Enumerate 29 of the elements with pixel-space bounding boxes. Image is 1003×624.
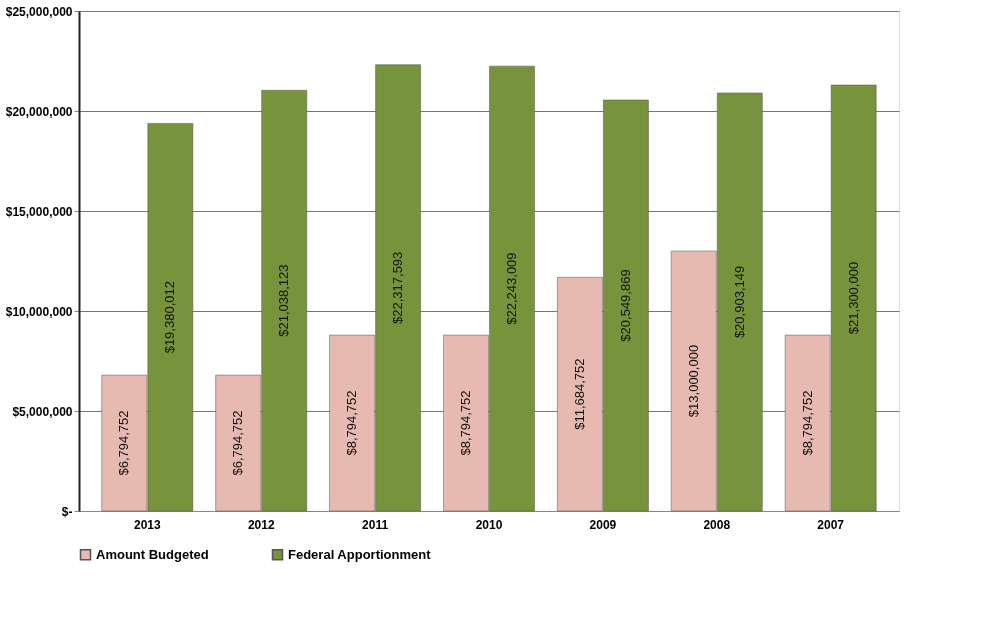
data-label: $8,794,752 — [457, 390, 473, 456]
y-tick-label: $5,000,000 — [12, 404, 73, 419]
data-label: $19,380,012 — [162, 281, 178, 354]
data-label: $6,794,752 — [230, 410, 246, 476]
x-tick-label: 2009 — [589, 517, 617, 532]
legend-label: Federal Apportionment — [288, 546, 432, 562]
x-tick-label: 2011 — [362, 517, 389, 532]
data-label: $20,549,869 — [617, 269, 633, 342]
x-tick-label: 2008 — [703, 517, 731, 532]
data-label: $6,794,752 — [116, 410, 132, 476]
data-label: $8,794,752 — [799, 390, 815, 456]
data-label: $11,684,752 — [571, 358, 587, 430]
x-tick-label: 2010 — [475, 517, 503, 532]
data-label: $22,243,009 — [504, 252, 520, 325]
data-label: $13,000,000 — [685, 344, 701, 418]
data-label: $21,038,123 — [276, 264, 292, 337]
data-label: $20,903,149 — [731, 265, 747, 339]
data-label: $22,317,593 — [390, 251, 406, 324]
y-tick-label: $10,000,000 — [5, 304, 73, 319]
data-label: $8,794,752 — [344, 390, 360, 456]
y-tick-label: $25,000,000 — [5, 4, 73, 19]
x-tick-label: 2013 — [133, 517, 161, 532]
data-label: $21,300,000 — [845, 261, 861, 335]
x-tick-label: 2007 — [817, 517, 845, 532]
x-tick-label: 2012 — [247, 517, 275, 532]
y-tick-label: $20,000,000 — [5, 104, 73, 119]
y-tick-label: $15,000,000 — [5, 204, 73, 219]
legend-label: Amount Budgeted — [96, 546, 209, 562]
y-tick-label: $- — [61, 504, 73, 519]
